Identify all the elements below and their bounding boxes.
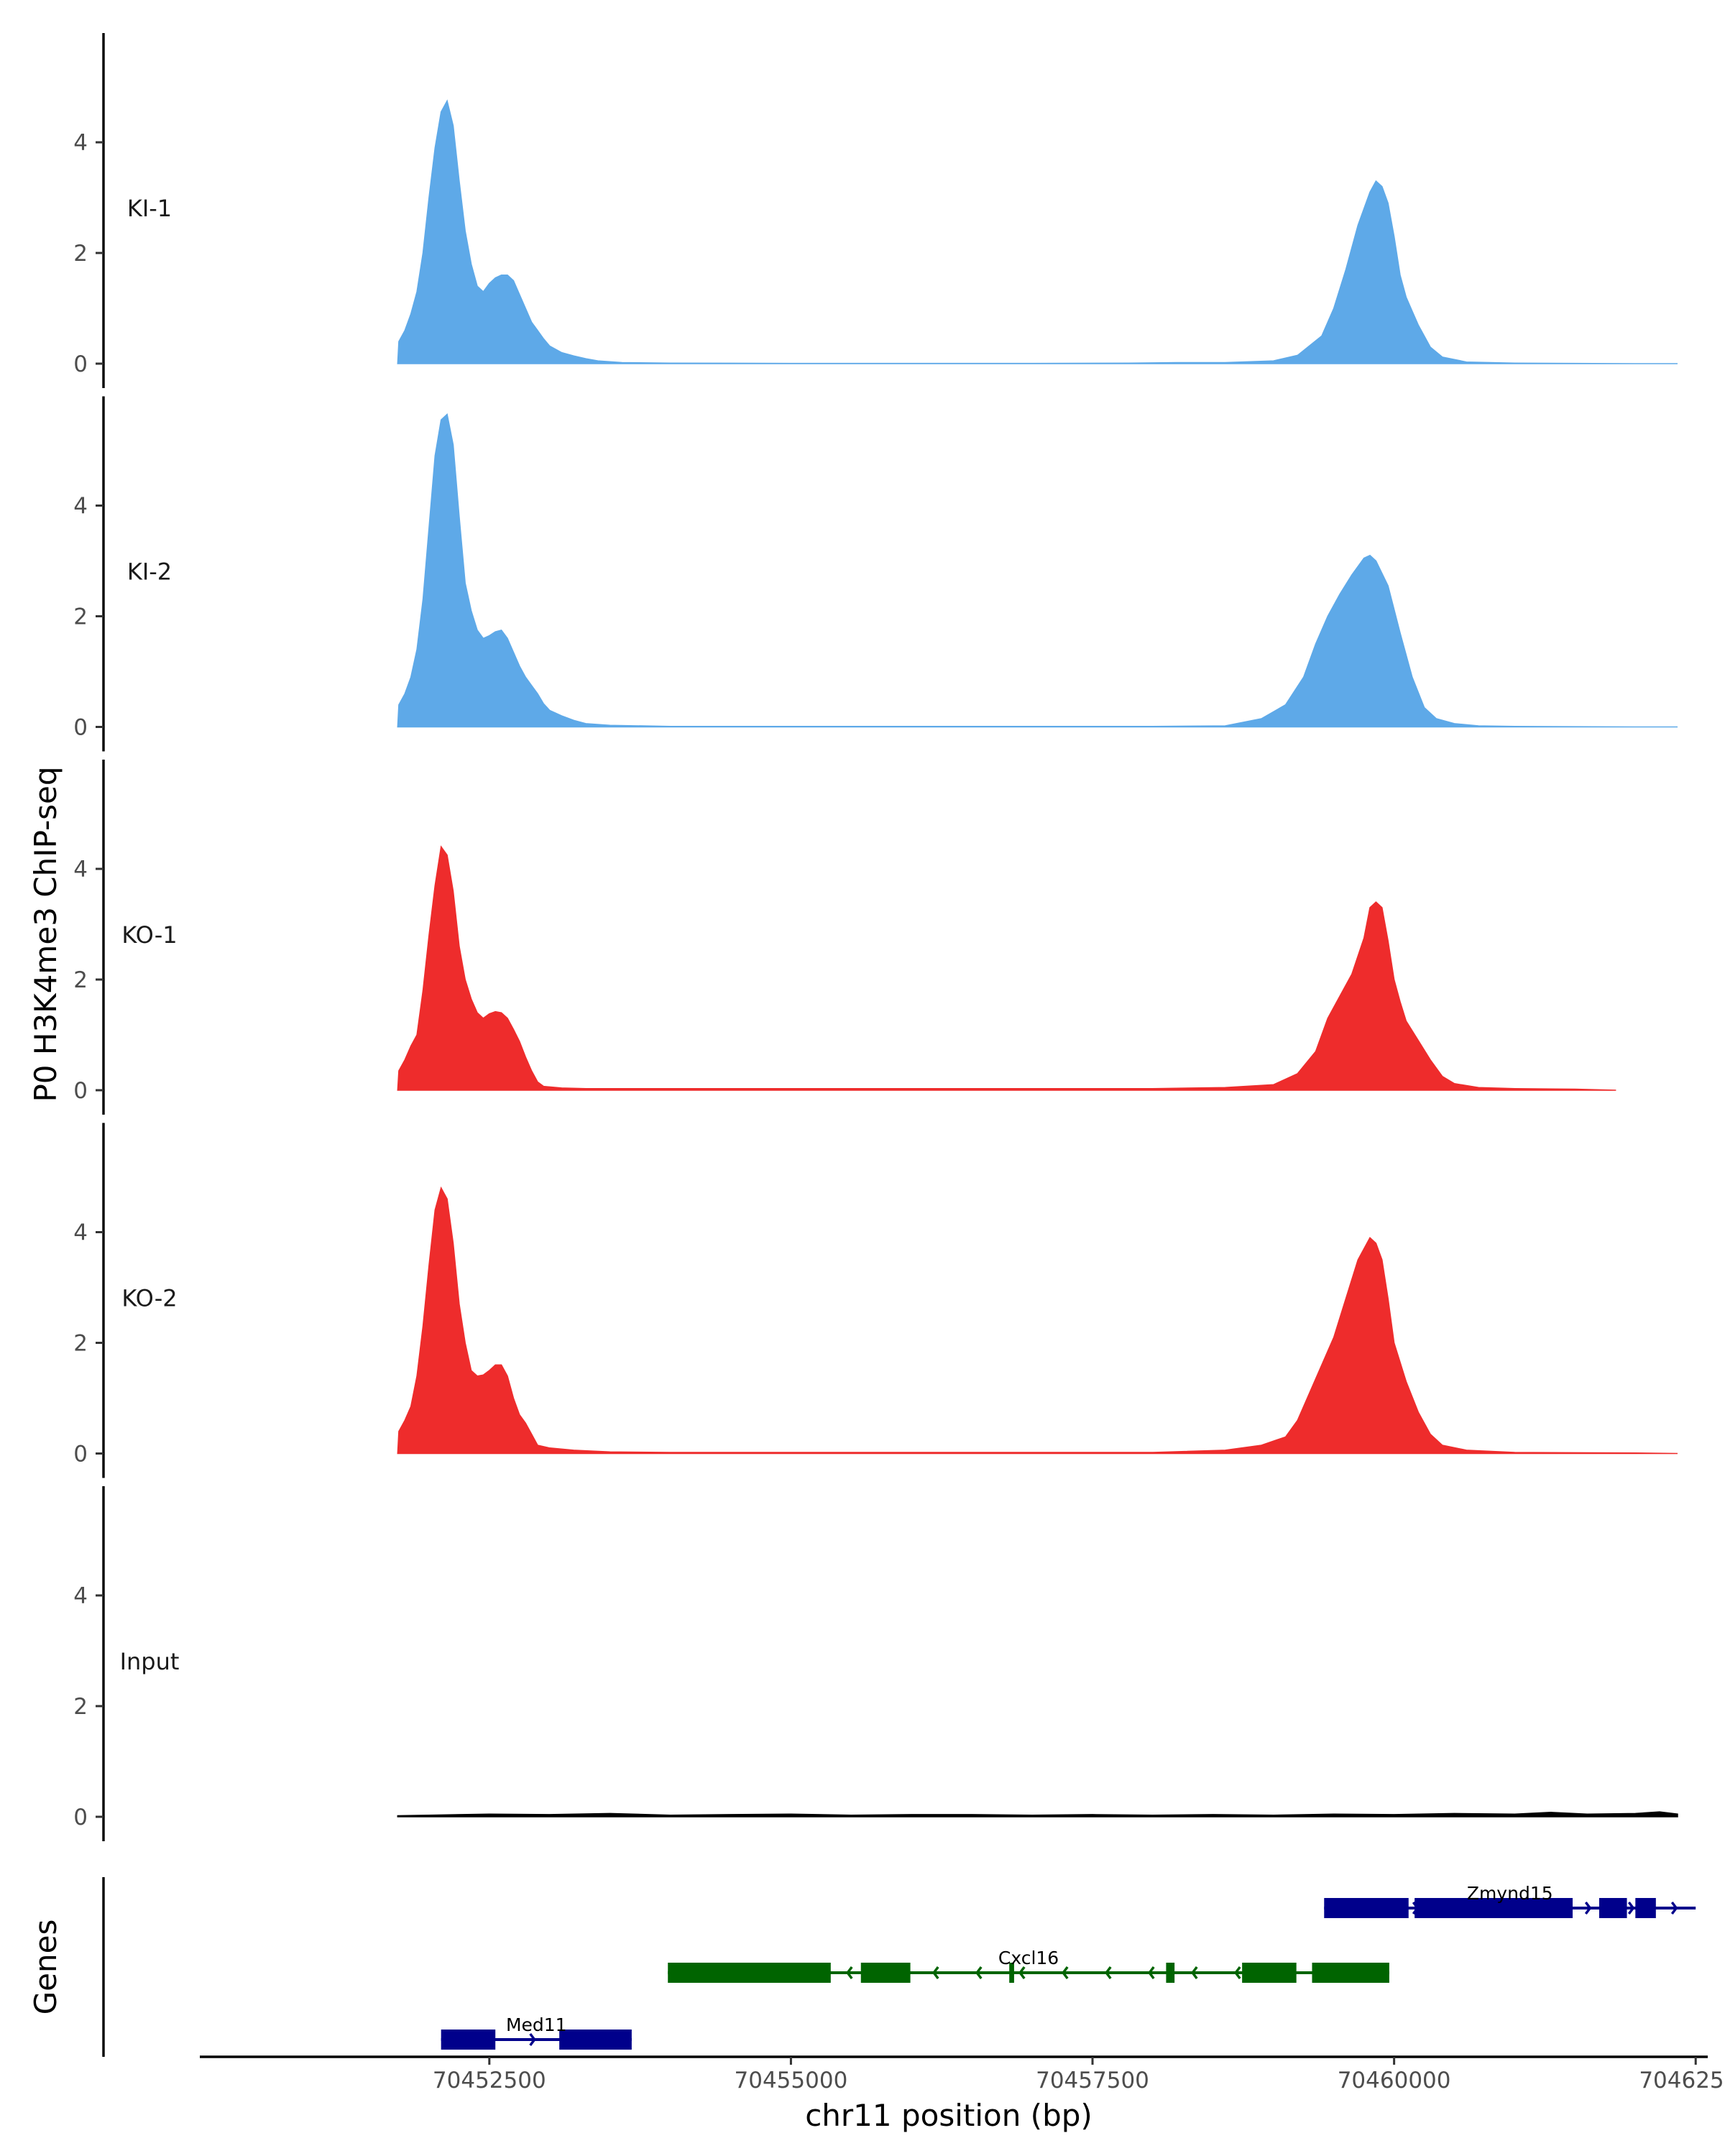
gene-exon <box>559 2030 632 2050</box>
y-tick-label: 0 <box>73 1078 88 1104</box>
track-label: Input <box>120 1648 180 1675</box>
gene-cxcl16: Cxcl16 <box>668 1948 1389 1983</box>
gene-exon <box>1598 1898 1627 1918</box>
strand-arrow <box>846 1966 853 1980</box>
track-label: KI-1 <box>127 195 172 222</box>
x-tick-label: 70452500 <box>433 2068 546 2093</box>
track-input: 0 2 4 Input <box>73 1486 1678 1841</box>
gene-exon <box>668 1963 831 1983</box>
strand-arrow <box>1105 1966 1112 1980</box>
signal-area <box>397 1186 1678 1455</box>
track-label: KI-2 <box>127 558 172 586</box>
track-label: KO-2 <box>121 1285 177 1312</box>
x-axis-title: chr11 position (bp) <box>805 2098 1092 2133</box>
genes-axis-title: Genes <box>28 1920 63 2015</box>
x-tick-label: 70457500 <box>1036 2068 1149 2093</box>
y-tick-label: 0 <box>73 1805 88 1830</box>
track-label: KO-1 <box>121 921 177 949</box>
strand-arrow <box>1191 1966 1198 1980</box>
y-axis-title: P0 H3K4me3 ChIP-seq <box>28 766 63 1102</box>
x-tick-label: 70455000 <box>735 2068 848 2093</box>
strand-arrow <box>1584 1901 1592 1915</box>
strand-arrow <box>1062 1966 1069 1980</box>
genes-layer: Zmynd15 Cxcl16 Med11 <box>102 1877 1696 2057</box>
gene-exon <box>1414 1898 1573 1918</box>
y-tick-label: 2 <box>73 1331 88 1357</box>
gene-label: Med11 <box>506 2014 567 2035</box>
strand-arrow <box>1670 1901 1678 1915</box>
gene-label: Zmynd15 <box>1467 1883 1553 1904</box>
y-tick-label: 4 <box>73 1583 88 1609</box>
gene-label: Cxcl16 <box>998 1948 1059 1968</box>
track-ko-1: 0 2 4 KO-1 <box>73 760 1616 1115</box>
track-ki-2: 0 2 4 KI-2 <box>73 396 1678 752</box>
y-tick-label: 2 <box>73 1694 88 1720</box>
y-tick-label: 4 <box>73 130 88 156</box>
y-tick-label: 2 <box>73 241 88 267</box>
y-tick-label: 4 <box>73 1220 88 1246</box>
gene-exon <box>1166 1963 1175 1983</box>
track-ki-1: 0 2 4 KI-1 <box>73 33 1678 388</box>
strand-arrow <box>932 1966 939 1980</box>
gene-exon <box>1312 1963 1389 1983</box>
gene-exon <box>1242 1963 1297 1983</box>
x-tick-label: 70462500 <box>1639 2068 1725 2093</box>
y-tick-label: 2 <box>73 967 88 993</box>
y-tick-label: 0 <box>73 1442 88 1468</box>
gene-exon <box>860 1963 911 1983</box>
y-tick-label: 0 <box>73 715 88 741</box>
x-tick-label: 70460000 <box>1338 2068 1451 2093</box>
strand-arrow <box>1148 1966 1155 1980</box>
gene-exon <box>1635 1898 1656 1918</box>
strand-arrow <box>1234 1966 1241 1980</box>
signal-area <box>397 1811 1678 1818</box>
gene-zmynd15: Zmynd15 <box>1324 1883 1696 1918</box>
gene-exon <box>441 2030 496 2050</box>
track-ko-2: 0 2 4 KO-2 <box>73 1123 1678 1478</box>
signal-area <box>397 99 1678 364</box>
y-tick-label: 0 <box>73 351 88 377</box>
y-tick-label: 2 <box>73 604 88 630</box>
signal-area <box>397 845 1616 1091</box>
tracks-layer: 0 2 4 KI-1 0 2 4 KI-2 0 2 4 KO-1 0 2 4 KO-2 0 2 4 Input <box>73 33 1678 1841</box>
x-axis: 70452500 70455000 70457500 70460000 70462500 <box>200 2055 1725 2093</box>
strand-arrow <box>1627 1901 1635 1915</box>
strand-arrow <box>1018 1966 1026 1980</box>
y-tick-label: 4 <box>73 494 88 520</box>
y-tick-label: 4 <box>73 857 88 883</box>
strand-arrow <box>975 1966 983 1980</box>
signal-area <box>397 413 1678 728</box>
gene-exon <box>1009 1963 1014 1983</box>
gene-med11: Med11 <box>441 2014 632 2050</box>
strand-arrow <box>529 2032 536 2047</box>
gene-exon <box>1324 1898 1409 1918</box>
